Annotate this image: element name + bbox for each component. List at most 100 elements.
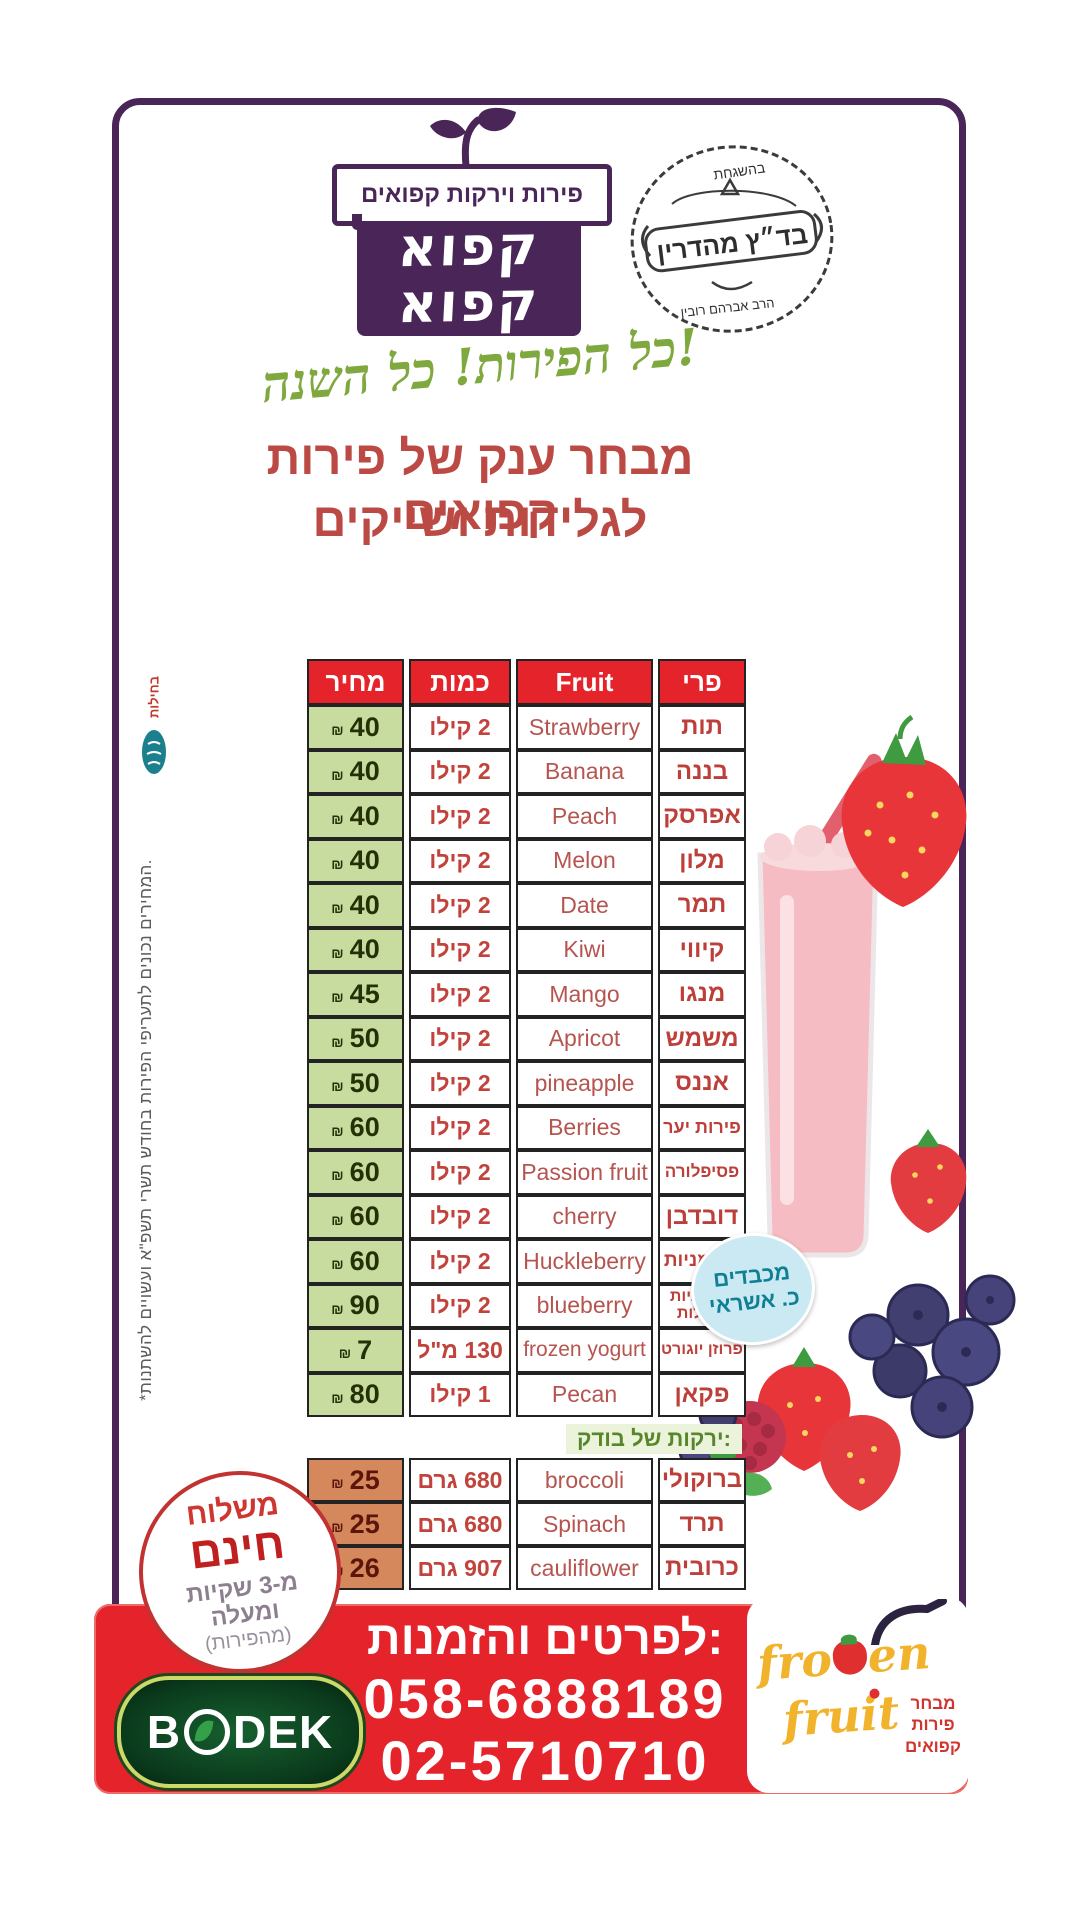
table-cell-qty: 2 קילו (409, 1194, 511, 1239)
table-cell-qty: 2 קילו (409, 883, 511, 928)
bodek-logo: B DEK (117, 1676, 363, 1788)
table-cell-price: 60 ₪ (307, 1105, 404, 1150)
table-cell-qty: 680 גרם (409, 1458, 511, 1502)
contact-label: לפרטים והזמנות: (366, 1611, 724, 1664)
table-cell-en: Berries (516, 1105, 653, 1150)
table-cell-he: פסיפלורה (658, 1150, 746, 1195)
table-cell-qty: 2 קילו (409, 1239, 511, 1284)
table-cell-en: Melon (516, 838, 653, 883)
leaf-icon (404, 106, 524, 170)
table-cell-price: 40 ₪ (307, 838, 404, 883)
brand-tagline: פירות וירקות קפואים (361, 181, 583, 208)
kosher-stamp-icon: בד״ץ מהדרין בהשגחת הרב אברהם רובין (612, 134, 852, 344)
header-fruit-en: Fruit (516, 659, 653, 705)
bodek-leaf-icon (184, 1709, 231, 1755)
table-cell-he: פקאן (658, 1372, 746, 1417)
table-cell-price: 7 ₪ (307, 1328, 404, 1373)
table-cell-en: cherry (516, 1194, 653, 1239)
table-cell-he: אננס (658, 1061, 746, 1106)
table-cell-qty: 2 קילו (409, 705, 511, 750)
brand-logo: קפוא קפוא (357, 214, 581, 336)
table-cell-price: 40 ₪ (307, 927, 404, 972)
fruit-smoothie-illustration (600, 714, 1020, 1525)
table-cell-en: frozen yogurt (516, 1328, 653, 1373)
table-cell-he: פירות יער (658, 1105, 746, 1150)
frozen-fruit-logo: fro en fruit מבחר פירות קפואים (747, 1597, 969, 1793)
studio-logo-icon (140, 728, 168, 776)
table-cell-en: Kiwi (516, 927, 653, 972)
stamp-top-text: בהשגחת (712, 160, 766, 183)
header-fruit-he: פרי (658, 659, 746, 705)
table-cell-en: Spinach (516, 1502, 653, 1546)
table-cell-en: cauliflower (516, 1546, 653, 1590)
table-cell-price: 80 ₪ (307, 1372, 404, 1417)
table-cell-en: Apricot (516, 1016, 653, 1061)
table-cell-he: בננה (658, 749, 746, 794)
table-cell-he: תמר (658, 883, 746, 928)
phone-number-1: 058-6888189 (363, 1667, 727, 1730)
table-cell-en: Mango (516, 972, 653, 1017)
table-cell-qty: 2 קילו (409, 1105, 511, 1150)
main-title-line2: לגלידות ושייקים (312, 493, 648, 546)
table-cell-qty: 2 קילו (409, 1016, 511, 1061)
price-table: פרי Fruit כמות מחיר תות Strawberry 2 קילו 4… (307, 659, 746, 1417)
table-cell-price: 45 ₪ (307, 972, 404, 1017)
table-cell-price: 60 ₪ (307, 1150, 404, 1195)
table-cell-en: pineapple (516, 1061, 653, 1106)
table-cell-qty: 680 גרם (409, 1502, 511, 1546)
main-title-line1: מבחר ענק של פירות קפואים (266, 431, 694, 539)
veg-section-label: ירקות של בודק: (566, 1424, 742, 1454)
table-cell-he: כרובית (658, 1546, 746, 1590)
table-cell-he: אפרסק (658, 794, 746, 839)
table-cell-price: 60 ₪ (307, 1239, 404, 1284)
table-cell-he: משמש (658, 1016, 746, 1061)
brand-logo-line1: קפוא (396, 213, 542, 280)
table-cell-price: 40 ₪ (307, 705, 404, 750)
table-cell-price: 40 ₪ (307, 749, 404, 794)
frozen-fruit-subtitle: מבחר פירות קפואים (905, 1694, 961, 1756)
brand-tagline-box: פירות וירקות קפואים (332, 164, 612, 226)
table-cell-he: מנגו (658, 972, 746, 1017)
table-cell-price: 25 ₪ (307, 1458, 404, 1502)
table-cell-qty: 2 קילו (409, 794, 511, 839)
veg-table: ברוקולי broccoli 680 גרם 25 ₪ תרד Spinach 680 ג… (307, 1458, 746, 1590)
table-cell-price: 40 ₪ (307, 794, 404, 839)
table-cell-qty: 2 קילו (409, 1061, 511, 1106)
brand-logo-line2: קפוא (396, 269, 542, 336)
table-cell-qty: 2 קילו (409, 927, 511, 972)
table-cell-en: Peach (516, 794, 653, 839)
table-cell-qty: 2 קילו (409, 1150, 511, 1195)
free-delivery-line2: חינם (187, 1518, 288, 1579)
table-cell-qty: 2 קילו (409, 972, 511, 1017)
table-cell-he: קיווי (658, 927, 746, 972)
side-credit-text: בחילות (146, 675, 162, 719)
table-cell-he: ברוקולי (658, 1458, 746, 1502)
table-cell-qty: 2 קילו (409, 838, 511, 883)
table-cell-he: דובדבן (658, 1194, 746, 1239)
table-cell-he: מלון (658, 838, 746, 883)
table-cell-qty: 907 גרם (409, 1546, 511, 1590)
table-cell-en: Date (516, 883, 653, 928)
table-cell-en: Strawberry (516, 705, 653, 750)
table-cell-price: 90 ₪ (307, 1283, 404, 1328)
table-cell-qty: 130 מ"ל (409, 1328, 511, 1373)
table-cell-price: 40 ₪ (307, 883, 404, 928)
straw-icon (871, 1599, 947, 1645)
table-cell-qty: 2 קילו (409, 749, 511, 794)
table-cell-qty: 2 קילו (409, 1283, 511, 1328)
table-cell-price: 50 ₪ (307, 1016, 404, 1061)
drip-decoration (352, 214, 362, 230)
table-cell-qty: 1 קילו (409, 1372, 511, 1417)
table-cell-en: blueberry (516, 1283, 653, 1328)
table-cell-en: Passion fruit (516, 1150, 653, 1195)
table-cell-en: Pecan (516, 1372, 653, 1417)
table-cell-price: 60 ₪ (307, 1194, 404, 1239)
header-qty: כמות (409, 659, 511, 705)
table-cell-en: Huckleberry (516, 1239, 653, 1284)
side-note-text: *המחירים נכונים לתעריפי הפירות בחודש תשר… (136, 859, 155, 1401)
strawberry-icon (831, 1634, 868, 1676)
phone-number-2: 02-5710710 (380, 1729, 710, 1792)
table-cell-en: broccoli (516, 1458, 653, 1502)
header-price: מחיר (307, 659, 404, 705)
table-cell-price: 50 ₪ (307, 1061, 404, 1106)
